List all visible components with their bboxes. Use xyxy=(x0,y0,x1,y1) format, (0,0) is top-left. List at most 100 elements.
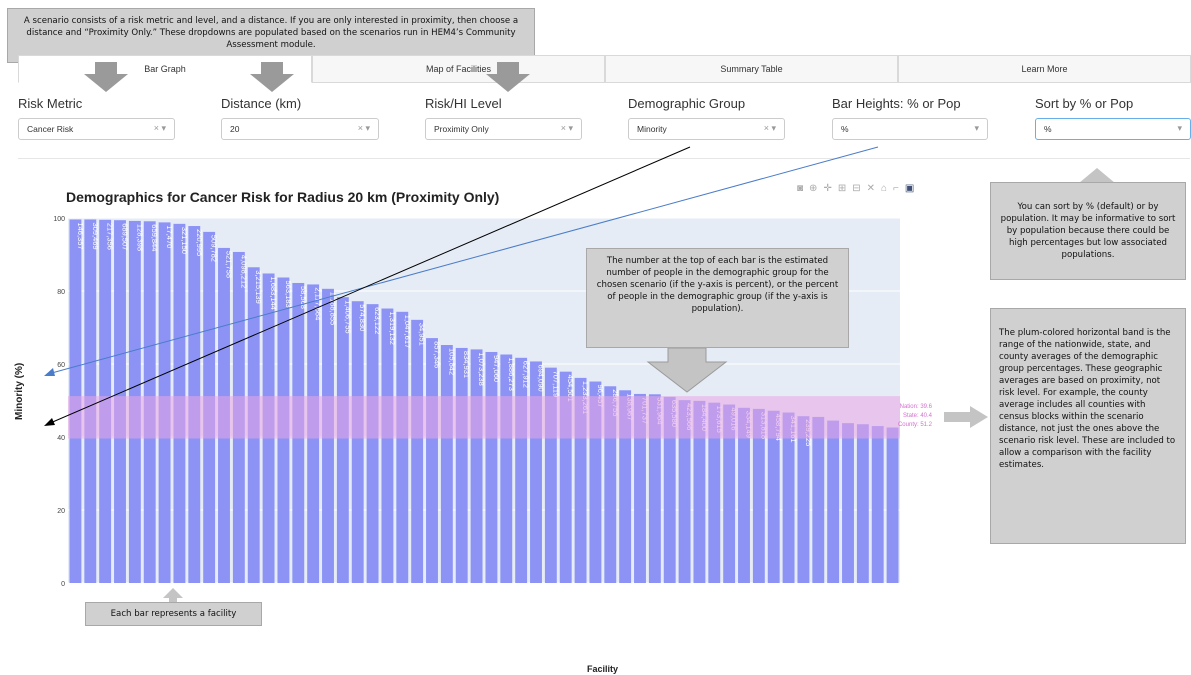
facility-bar xyxy=(485,351,498,583)
bar-data-label: 694,090 xyxy=(537,364,546,391)
x-axis-title: Facility xyxy=(587,664,619,674)
dropdown-value: Cancer Risk xyxy=(27,124,74,134)
facility-bar xyxy=(827,420,840,583)
facility-bar xyxy=(752,408,765,583)
clear-chevron-icon[interactable]: × ▾ xyxy=(763,123,776,133)
bar-data-label: 689,507 xyxy=(121,223,130,250)
bar-data-label: 454,501 xyxy=(566,375,575,402)
demographic-group-dropdown[interactable]: Minority × ▾ xyxy=(628,118,785,140)
arrow-down-icon xyxy=(486,62,530,92)
facility-bar xyxy=(604,386,617,583)
facility-bar xyxy=(842,423,854,583)
dropdown-value: % xyxy=(841,124,849,134)
bar-data-label: 521,758 xyxy=(225,251,234,278)
band-label: County: 51.2 xyxy=(898,422,933,428)
plotly-logo-icon[interactable]: ▣ xyxy=(904,183,921,194)
dropdown-value: 20 xyxy=(230,124,240,134)
home-icon[interactable]: ⌂ xyxy=(881,183,894,194)
facility-bar xyxy=(782,412,795,583)
facility-bar xyxy=(426,338,438,583)
bar-data-label: 1,886,273 xyxy=(507,358,516,391)
tab-map-of-facilities[interactable]: Map of Facilities xyxy=(312,55,605,83)
risk-metric-dropdown[interactable]: Cancer Risk × ▾ xyxy=(18,118,175,140)
bar-data-label: 1,073,238 xyxy=(477,352,486,385)
clear-chevron-icon[interactable]: × ▾ xyxy=(153,123,166,133)
annotation-pointer-line xyxy=(47,146,879,375)
dropdown-value: Minority xyxy=(637,124,667,134)
facility-bar xyxy=(708,402,721,583)
facility-bar xyxy=(693,400,706,583)
bar-data-label: 623,122 xyxy=(373,307,382,334)
dropdown-value: % xyxy=(1044,124,1052,134)
facility-bar xyxy=(440,345,453,583)
facility-bar xyxy=(634,393,646,583)
autoscale-icon[interactable]: ✕ xyxy=(866,183,881,194)
tab-label: Learn More xyxy=(1021,64,1068,74)
clear-chevron-icon[interactable]: × ▾ xyxy=(357,123,370,133)
chart-title: Demographics for Cancer Risk for Radius … xyxy=(66,189,500,205)
distance-dropdown[interactable]: 20 × ▾ xyxy=(221,118,379,140)
facility-bar xyxy=(351,301,364,583)
zoom-in-icon[interactable]: ⊞ xyxy=(837,183,853,194)
risk-level-label: Risk/HI Level xyxy=(425,96,502,111)
band-callout-text: The plum-colored horizontal band is the … xyxy=(999,328,1176,470)
camera-icon[interactable]: ◙ xyxy=(797,183,810,194)
annotation-pointer-line xyxy=(47,146,691,425)
risk-level-dropdown[interactable]: Proximity Only × ▾ xyxy=(425,118,582,140)
demographic-group-label: Demographic Group xyxy=(628,96,746,111)
band-label: State: 40.4 xyxy=(903,413,933,419)
facility-bar xyxy=(797,416,810,583)
zoom-out-icon[interactable]: ⊟ xyxy=(852,183,867,194)
bar-data-label: 947,060 xyxy=(492,355,501,382)
facility-bar xyxy=(559,371,572,583)
bar-heights-dropdown[interactable]: % ▾ xyxy=(832,118,988,140)
arrowhead-icon xyxy=(44,368,55,376)
facility-bar xyxy=(767,410,780,583)
y-tick-label: 60 xyxy=(57,362,65,369)
facility-bar xyxy=(856,424,869,583)
bar-data-label: 2,117,664 xyxy=(314,287,323,320)
bar-data-label: 17,470 xyxy=(165,225,174,248)
zoom-icon[interactable]: ⊕ xyxy=(809,183,824,194)
bar-data-label: 105,842 xyxy=(447,348,456,375)
facility-bar xyxy=(871,426,884,583)
tab-label: Summary Table xyxy=(720,64,783,74)
pan-icon[interactable]: ✛ xyxy=(823,183,838,194)
y-tick-label: 20 xyxy=(57,508,65,515)
distance-label: Distance (km) xyxy=(221,96,302,111)
bar-data-label: 707,119 xyxy=(551,371,560,398)
facility-bar xyxy=(411,319,424,583)
y-axis-title: Minority (%) xyxy=(14,362,25,420)
spike-icon[interactable]: ⌐ xyxy=(893,183,905,194)
band-callout: The plum-colored horizontal band is the … xyxy=(990,308,1186,544)
bar-data-label: 146,357 xyxy=(76,222,85,249)
facility-bar xyxy=(381,308,394,583)
y-tick-label: 100 xyxy=(53,216,65,223)
arrow-down-icon xyxy=(646,347,728,393)
facility-bar xyxy=(663,396,676,583)
y-tick-label: 80 xyxy=(57,289,65,296)
bar-data-label: 321,150 xyxy=(180,227,189,254)
chevron-down-icon[interactable]: ▾ xyxy=(974,123,979,133)
bar-data-label: 563,183 xyxy=(284,280,293,307)
facility-bar xyxy=(396,311,409,583)
scenario-callout-text: A scenario consists of a risk metric and… xyxy=(23,16,519,50)
bar-data-label: 309,469 xyxy=(91,222,100,249)
scenario-callout: A scenario consists of a risk metric and… xyxy=(7,8,535,63)
dropdown-value: Proximity Only xyxy=(434,124,489,134)
chevron-down-icon[interactable]: ▾ xyxy=(1177,123,1182,133)
facility-bar xyxy=(812,416,825,583)
arrow-down-icon xyxy=(84,62,128,92)
bar-data-label: 509,782 xyxy=(210,235,219,262)
bar-data-label: 1,683,144 xyxy=(269,276,278,309)
tab-summary-table[interactable]: Summary Table xyxy=(605,55,898,83)
bar-data-label: 627,912 xyxy=(522,361,531,388)
clear-chevron-icon[interactable]: × ▾ xyxy=(560,123,573,133)
bar-data-label: 34,951 xyxy=(418,323,427,346)
facility-bar xyxy=(515,357,528,583)
facility-bar xyxy=(455,347,468,583)
facility-bar xyxy=(366,304,379,583)
sort-callout: You can sort by % (default) or by popula… xyxy=(990,182,1186,280)
arrow-up-icon xyxy=(163,588,183,603)
plot-modebar[interactable]: ◙⊕✛⊞⊟✕⌂⌐▣ xyxy=(797,183,920,194)
